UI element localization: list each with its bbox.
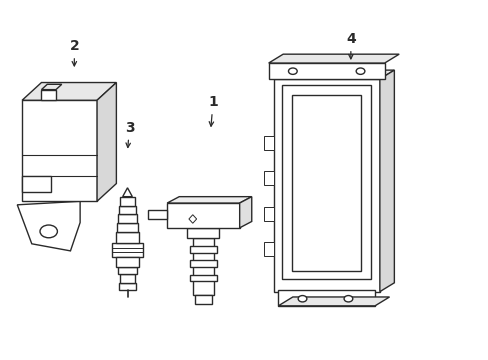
Polygon shape: [264, 207, 273, 221]
Text: 2: 2: [69, 39, 79, 66]
Text: 3: 3: [124, 121, 134, 148]
Polygon shape: [264, 242, 273, 256]
Circle shape: [298, 296, 306, 302]
Polygon shape: [147, 210, 167, 219]
Polygon shape: [282, 85, 370, 279]
Polygon shape: [119, 283, 136, 290]
Polygon shape: [278, 290, 374, 306]
Polygon shape: [112, 243, 142, 257]
Polygon shape: [22, 176, 51, 192]
Polygon shape: [264, 171, 273, 185]
Polygon shape: [291, 95, 361, 271]
Polygon shape: [116, 257, 139, 267]
Polygon shape: [41, 84, 61, 90]
Polygon shape: [189, 260, 217, 267]
Circle shape: [288, 68, 297, 75]
Circle shape: [355, 68, 364, 75]
Polygon shape: [22, 100, 97, 201]
Polygon shape: [22, 82, 116, 100]
Polygon shape: [120, 197, 135, 206]
Text: 4: 4: [346, 32, 355, 59]
Polygon shape: [239, 197, 251, 228]
Polygon shape: [195, 295, 211, 304]
Polygon shape: [41, 90, 56, 100]
Polygon shape: [379, 70, 393, 292]
Polygon shape: [118, 215, 137, 223]
Polygon shape: [167, 197, 251, 203]
Polygon shape: [97, 82, 116, 201]
Polygon shape: [187, 228, 219, 238]
Polygon shape: [278, 297, 389, 306]
Polygon shape: [116, 232, 139, 243]
Polygon shape: [167, 203, 239, 228]
Circle shape: [40, 225, 57, 238]
Polygon shape: [189, 246, 217, 253]
Polygon shape: [268, 63, 384, 79]
Circle shape: [344, 296, 352, 302]
Polygon shape: [120, 274, 135, 283]
Polygon shape: [188, 215, 196, 223]
Text: 1: 1: [208, 95, 218, 126]
Polygon shape: [118, 267, 137, 274]
Polygon shape: [192, 238, 214, 295]
Polygon shape: [189, 275, 217, 281]
Polygon shape: [264, 136, 273, 150]
Polygon shape: [273, 79, 379, 292]
Polygon shape: [273, 70, 393, 79]
Polygon shape: [268, 54, 398, 63]
Polygon shape: [119, 206, 136, 215]
Polygon shape: [17, 201, 80, 251]
Polygon shape: [117, 223, 138, 232]
Polygon shape: [122, 188, 132, 197]
